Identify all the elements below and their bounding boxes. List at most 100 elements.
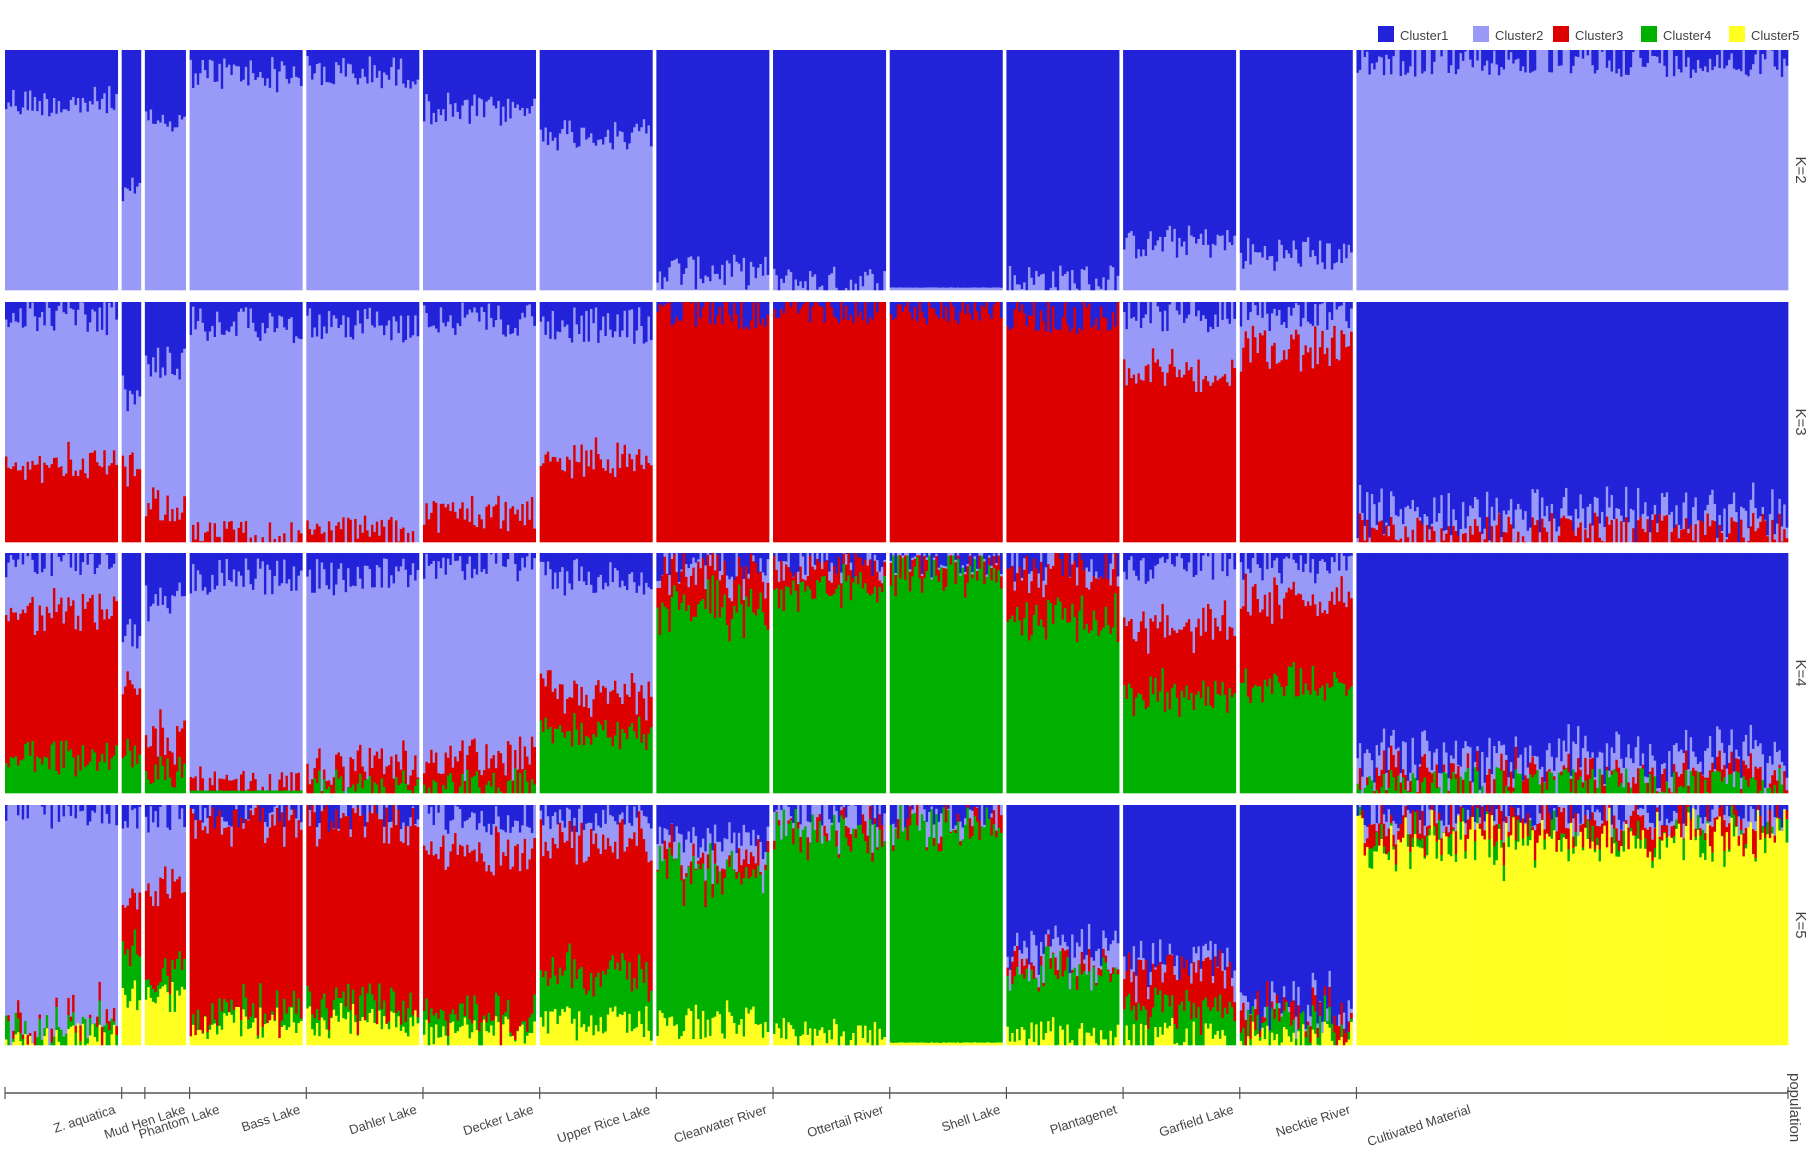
segment-cluster2 — [1476, 499, 1480, 527]
segment-cluster3 — [1309, 347, 1313, 543]
segment-cluster3 — [804, 302, 807, 543]
segment-cluster1 — [1127, 302, 1131, 303]
segment-cluster2 — [920, 287, 924, 291]
individual-bar — [1672, 50, 1676, 291]
individual-bar — [1761, 302, 1765, 543]
segment-cluster3 — [225, 528, 229, 543]
individual-bar — [1589, 50, 1592, 291]
segment-cluster1 — [580, 50, 584, 128]
individual-bar — [1087, 50, 1091, 291]
segment-cluster3 — [592, 469, 596, 543]
segment-cluster1 — [633, 50, 636, 128]
segment-cluster3 — [1692, 540, 1695, 543]
segment-cluster3 — [721, 324, 724, 543]
segment-cluster1 — [835, 302, 839, 319]
individual-bar — [1156, 302, 1160, 543]
segment-cluster2 — [425, 313, 429, 504]
individual-bar — [1039, 302, 1043, 543]
segment-cluster1 — [526, 50, 529, 109]
segment-cluster1 — [544, 50, 548, 128]
segment-cluster2 — [366, 83, 369, 291]
segment-cluster2 — [582, 127, 586, 291]
segment-cluster1 — [88, 50, 92, 102]
segment-cluster2 — [637, 131, 641, 291]
segment-cluster1 — [1730, 302, 1734, 505]
segment-cluster1 — [856, 302, 860, 317]
segment-cluster2 — [487, 99, 491, 291]
segment-cluster2 — [1338, 306, 1341, 361]
individual-bar — [1550, 50, 1554, 291]
segment-cluster1 — [597, 50, 600, 141]
individual-bar — [1740, 302, 1743, 543]
individual-bar — [263, 302, 267, 543]
segment-cluster2 — [330, 327, 334, 531]
individual-bar — [76, 553, 80, 794]
segment-cluster2 — [1742, 50, 1746, 291]
segment-cluster1 — [1773, 302, 1777, 535]
individual-bar — [1495, 50, 1499, 291]
segment-cluster2 — [239, 81, 243, 291]
segment-cluster1 — [1464, 50, 1468, 52]
segment-cluster1 — [290, 302, 294, 318]
segment-cluster2 — [449, 315, 453, 512]
segment-cluster3 — [442, 503, 445, 543]
segment-cluster2 — [1464, 51, 1468, 291]
individual-bar — [1192, 50, 1196, 291]
individual-bar — [509, 302, 513, 543]
individual-bar — [785, 302, 788, 543]
segment-cluster2 — [1471, 508, 1475, 535]
segment-cluster3 — [1039, 310, 1043, 543]
individual-bar — [1485, 50, 1489, 291]
segment-cluster2 — [1073, 283, 1077, 291]
individual-bar — [502, 50, 505, 291]
individual-bar — [1246, 302, 1250, 543]
segment-cluster2 — [1663, 496, 1667, 517]
segment-cluster3 — [606, 459, 610, 543]
segment-cluster1 — [166, 50, 170, 127]
segment-cluster2 — [311, 79, 314, 291]
individual-bar — [1586, 302, 1590, 543]
segment-cluster2 — [330, 83, 334, 291]
segment-cluster1 — [645, 302, 648, 343]
individual-bar — [563, 302, 567, 543]
segment-cluster1 — [866, 50, 870, 276]
individual-bar — [937, 302, 941, 543]
segment-cluster2 — [904, 287, 907, 291]
individual-bar — [1209, 50, 1213, 291]
individual-bar — [204, 302, 207, 543]
segment-cluster1 — [1577, 302, 1580, 519]
individual-bar — [1744, 50, 1748, 291]
segment-cluster1 — [62, 302, 66, 313]
segment-cluster1 — [259, 50, 262, 73]
individual-bar — [1104, 302, 1108, 543]
individual-bar — [873, 50, 877, 291]
segment-cluster3 — [1180, 377, 1184, 543]
segment-cluster1 — [1197, 302, 1201, 311]
segment-cluster1 — [1526, 302, 1530, 532]
segment-cluster3 — [1350, 331, 1353, 543]
individual-bar — [701, 50, 705, 291]
segment-cluster3 — [928, 302, 931, 543]
segment-cluster1 — [1123, 302, 1126, 313]
segment-cluster3 — [1330, 337, 1334, 543]
segment-cluster1 — [425, 50, 429, 95]
panel-cultivated-material — [1356, 50, 1789, 291]
individual-bar — [98, 553, 102, 794]
segment-cluster3 — [26, 605, 30, 743]
segment-cluster3 — [871, 319, 875, 543]
segment-cluster1 — [1730, 50, 1734, 54]
segment-cluster3 — [1323, 354, 1327, 543]
individual-bar — [69, 302, 73, 543]
segment-cluster2 — [530, 106, 534, 291]
individual-bar — [1579, 50, 1583, 291]
individual-bar — [1507, 302, 1511, 543]
segment-cluster1 — [57, 553, 61, 558]
segment-cluster3 — [1047, 302, 1050, 543]
segment-cluster1 — [901, 50, 905, 288]
individual-bar — [1541, 50, 1544, 291]
segment-cluster1 — [1268, 302, 1272, 332]
segment-cluster1 — [1555, 302, 1559, 532]
segment-cluster2 — [1672, 76, 1676, 291]
individual-bar — [1704, 50, 1707, 291]
individual-bar — [9, 553, 13, 794]
